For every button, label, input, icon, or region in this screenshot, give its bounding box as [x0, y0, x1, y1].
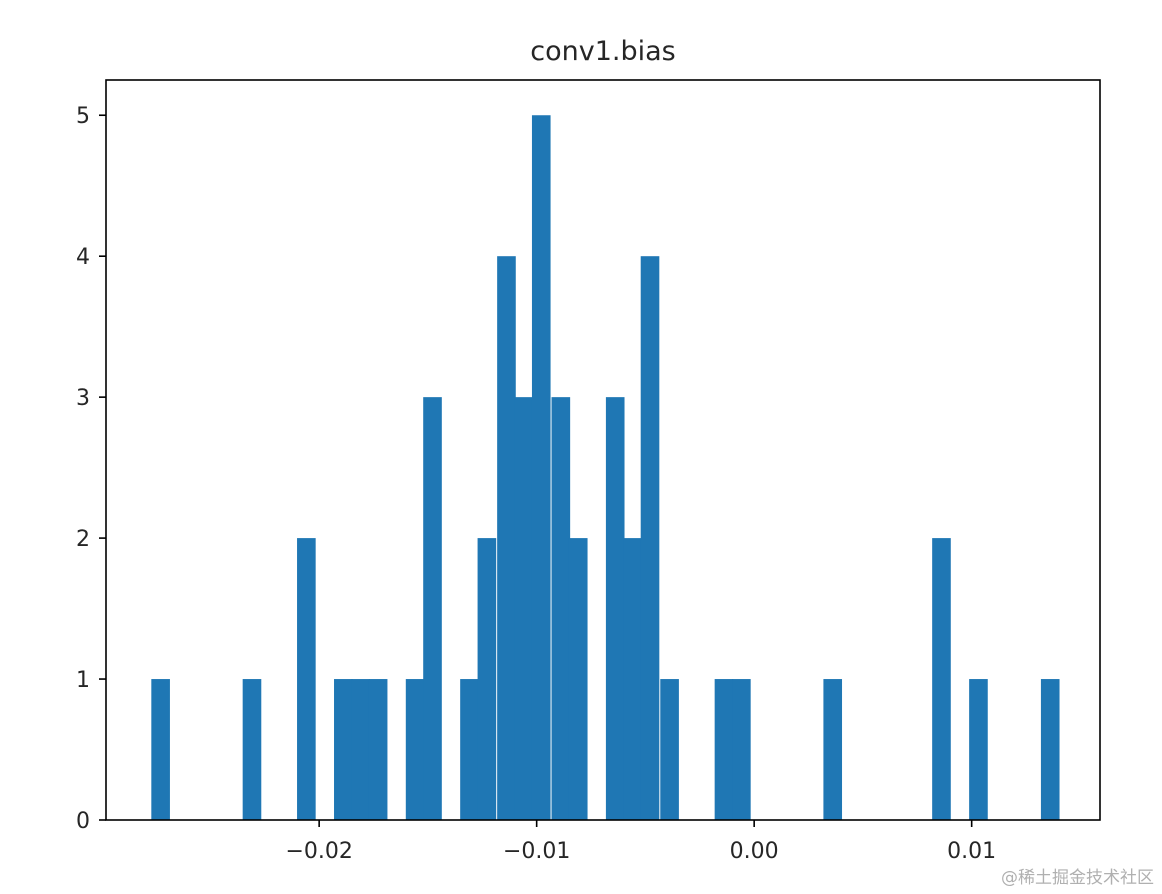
histogram-bar [568, 538, 588, 820]
histogram-bar [823, 679, 843, 820]
x-tick-label: −0.01 [503, 839, 570, 864]
bars-layer [151, 115, 1060, 820]
y-tick-label: 3 [76, 386, 90, 411]
histogram-bar [297, 538, 316, 820]
histogram-bar [242, 679, 262, 820]
histogram-bar [531, 115, 551, 820]
histogram-bar [497, 256, 516, 820]
x-tick-label: 0.00 [730, 839, 779, 864]
histogram-bar [351, 679, 371, 820]
y-axis-ticks: 0 1 2 3 4 5 [76, 104, 106, 834]
watermark: @稀土掘金技术社区 [1001, 868, 1154, 888]
histogram-bar [334, 679, 353, 820]
histogram-bar [405, 679, 425, 820]
histogram-bar [640, 256, 660, 820]
histogram-bar [714, 679, 734, 820]
histogram-bar [732, 679, 751, 820]
histogram-bar [551, 397, 571, 820]
histogram-bar [151, 679, 170, 820]
x-tick-label: 0.01 [947, 839, 996, 864]
histogram-bar [514, 397, 534, 820]
histogram-bar [477, 538, 497, 820]
y-tick-label: 1 [76, 668, 90, 693]
histogram-bar [1040, 679, 1060, 820]
histogram-bar [460, 679, 479, 820]
y-tick-label: 4 [76, 245, 90, 270]
histogram-bar [423, 397, 442, 820]
histogram-bar [969, 679, 988, 820]
plot-frame [105, 79, 1101, 821]
histogram-bar [368, 679, 388, 820]
y-tick-label: 2 [76, 527, 90, 552]
histogram-bar [605, 397, 625, 820]
histogram-bar [623, 538, 642, 820]
chart-title: conv1.bias [530, 36, 675, 67]
histogram-bar [660, 679, 679, 820]
histogram-bar [932, 538, 951, 820]
x-axis-ticks: −0.02 −0.01 0.00 0.01 [285, 820, 996, 864]
y-tick-label: 0 [76, 809, 90, 834]
x-tick-label: −0.02 [285, 839, 352, 864]
y-tick-label: 5 [76, 104, 90, 129]
